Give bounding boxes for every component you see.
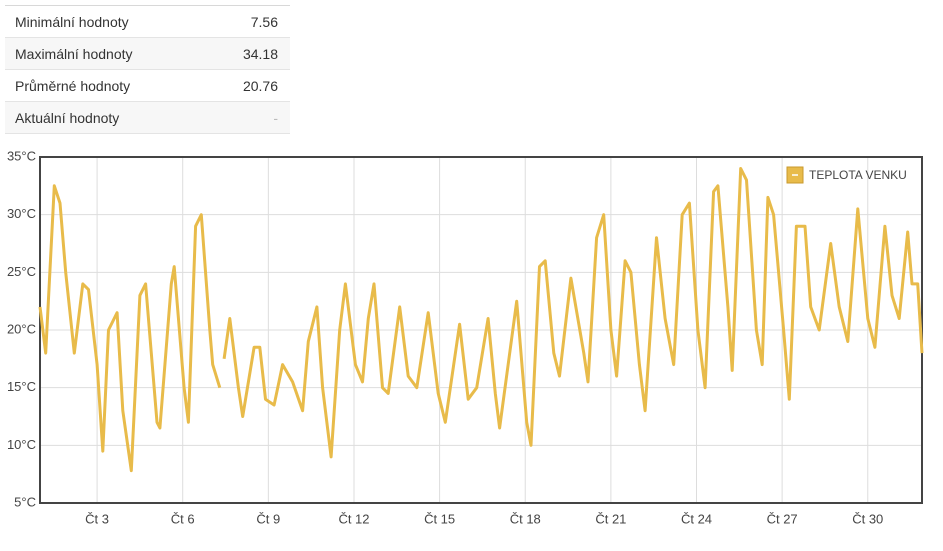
stat-label: Maximální hodnoty: [5, 37, 207, 70]
y-tick-label: 25°C: [7, 264, 36, 279]
legend-label: TEPLOTA VENKU: [809, 168, 907, 182]
x-tick-label: Čt 15: [424, 511, 455, 526]
stats-row: Minimální hodnoty 7.56: [5, 5, 290, 38]
x-tick-label: Čt 9: [256, 511, 280, 526]
stat-label: Aktuální hodnoty: [5, 101, 207, 134]
x-tick-label: Čt 21: [595, 511, 626, 526]
stat-label: Minimální hodnoty: [5, 5, 207, 38]
stat-label: Průměrné hodnoty: [5, 69, 207, 102]
y-tick-label: 30°C: [7, 206, 36, 221]
stats-row: Maximální hodnoty 34.18: [5, 37, 290, 70]
y-tick-label: 20°C: [7, 321, 36, 336]
stat-value: 7.56: [206, 5, 290, 38]
y-tick-label: 15°C: [7, 379, 36, 394]
x-tick-label: Čt 3: [85, 511, 109, 526]
y-tick-label: 5°C: [14, 494, 36, 509]
stats-row: Průměrné hodnoty 20.76: [5, 69, 290, 102]
stat-value: 20.76: [206, 69, 290, 102]
x-tick-label: Čt 30: [852, 511, 883, 526]
stat-value: -: [206, 101, 290, 134]
x-tick-label: Čt 12: [338, 511, 369, 526]
y-tick-label: 35°C: [7, 148, 36, 163]
x-tick-label: Čt 27: [767, 511, 798, 526]
x-tick-label: Čt 18: [510, 511, 541, 526]
stats-row: Aktuální hodnoty -: [5, 101, 290, 134]
chart: 5°C 10°C 15°C 20°C 25°C 30°C 35°C Čt 3 Čt 6 Čt 9 Č…: [7, 148, 924, 526]
x-tick-label: Čt 6: [171, 511, 195, 526]
legend: TEPLOTA VENKU: [786, 166, 907, 184]
line-series: [38, 167, 924, 473]
x-tick-label: Čt 24: [681, 511, 712, 526]
stats-table: Minimální hodnoty 7.56 Maximální hodnoty 3…: [5, 5, 290, 134]
y-tick-label: 10°C: [7, 437, 36, 452]
stat-value: 34.18: [206, 37, 290, 70]
